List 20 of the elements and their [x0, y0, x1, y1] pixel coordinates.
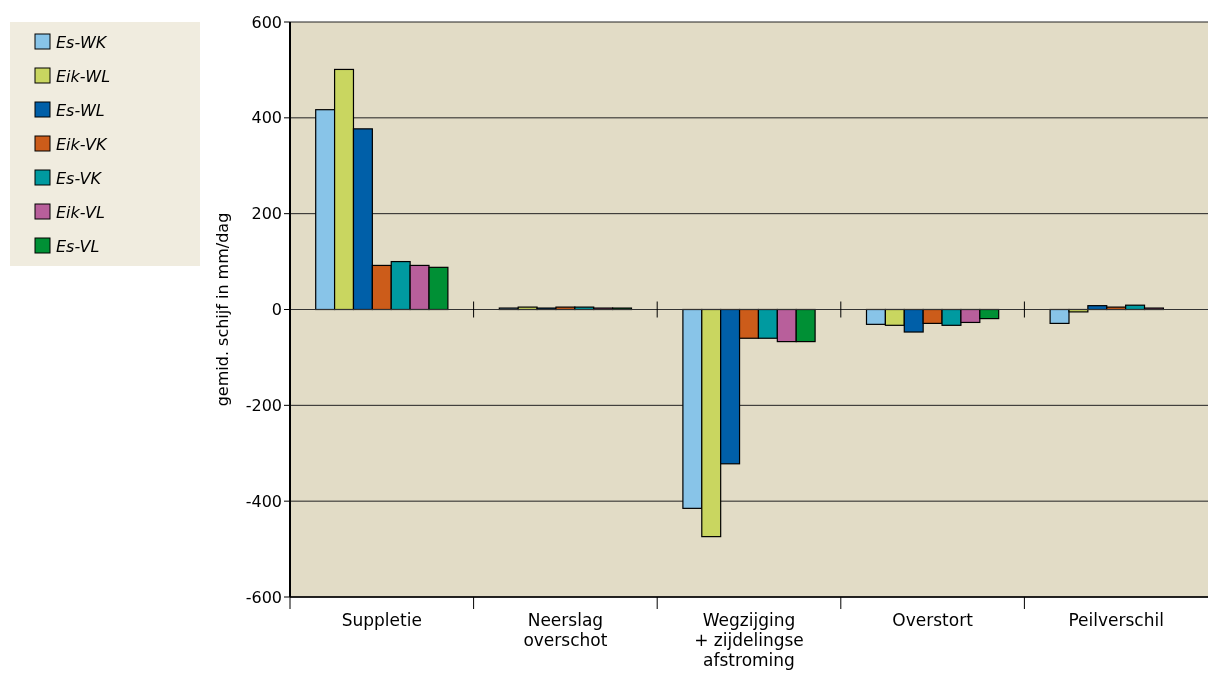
y-tick-label: 0 — [271, 300, 282, 320]
x-tick-label: Suppletie — [341, 610, 422, 630]
legend-label: Es-VL — [56, 236, 100, 256]
y-tick-label: -200 — [245, 395, 282, 415]
legend-label: Es-WK — [56, 32, 108, 52]
legend-label: Eik-VL — [56, 202, 105, 222]
x-tick-label: Neerslag overschot — [523, 610, 608, 650]
x-tick-label: Overstort — [892, 610, 974, 630]
y-tick-label: -600 — [245, 587, 282, 607]
legend-label: Eik-WL — [56, 66, 111, 86]
x-tick-label: Wegzijging + zijdelingse afstroming — [694, 610, 804, 670]
y-tick-label: 400 — [251, 108, 282, 128]
y-tick-label: -400 — [245, 491, 282, 511]
legend-label: Es-WL — [56, 100, 105, 120]
legend-label: Eik-VK — [56, 134, 108, 154]
y-tick-label: 200 — [251, 204, 282, 224]
legend-label: Es-VK — [56, 168, 103, 188]
x-tick-label: Peilverschil — [1068, 610, 1164, 630]
y-tick-label: 600 — [251, 12, 282, 32]
y-axis-title: gemid. schijf in mm/dag — [213, 212, 232, 407]
